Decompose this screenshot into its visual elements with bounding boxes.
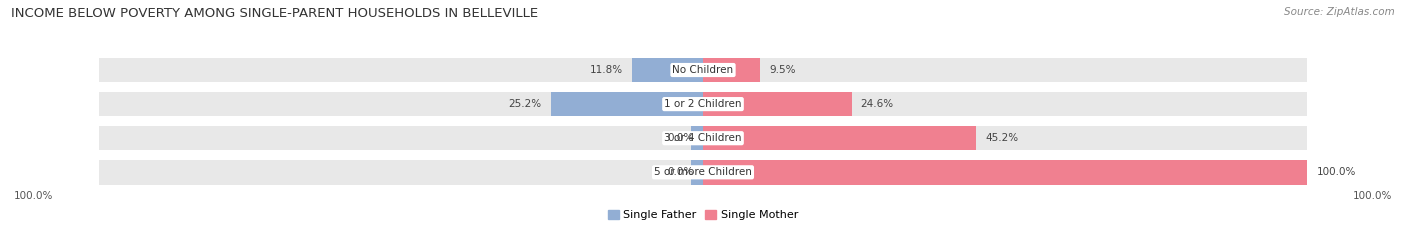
Text: 100.0%: 100.0% xyxy=(14,191,53,201)
Bar xyxy=(690,126,703,151)
Bar xyxy=(98,160,703,185)
Text: 11.8%: 11.8% xyxy=(589,65,623,75)
Bar xyxy=(551,92,703,116)
Text: Source: ZipAtlas.com: Source: ZipAtlas.com xyxy=(1284,7,1395,17)
Text: 0.0%: 0.0% xyxy=(668,133,695,143)
Bar xyxy=(703,58,761,82)
Text: 3 or 4 Children: 3 or 4 Children xyxy=(664,133,742,143)
Text: 45.2%: 45.2% xyxy=(986,133,1018,143)
Legend: Single Father, Single Mother: Single Father, Single Mother xyxy=(603,206,803,225)
Bar xyxy=(98,92,703,116)
Text: 24.6%: 24.6% xyxy=(860,99,894,109)
Text: 100.0%: 100.0% xyxy=(1316,167,1355,177)
Text: No Children: No Children xyxy=(672,65,734,75)
Text: 100.0%: 100.0% xyxy=(1353,191,1392,201)
Bar xyxy=(703,92,852,116)
Bar xyxy=(703,160,1308,185)
Text: 25.2%: 25.2% xyxy=(509,99,541,109)
Bar xyxy=(703,58,1308,82)
Text: 9.5%: 9.5% xyxy=(769,65,796,75)
Bar xyxy=(703,160,1308,185)
Bar xyxy=(703,126,1308,151)
Bar xyxy=(98,126,703,151)
Text: 0.0%: 0.0% xyxy=(668,167,695,177)
Bar xyxy=(703,92,1308,116)
Text: 1 or 2 Children: 1 or 2 Children xyxy=(664,99,742,109)
Text: 5 or more Children: 5 or more Children xyxy=(654,167,752,177)
Text: INCOME BELOW POVERTY AMONG SINGLE-PARENT HOUSEHOLDS IN BELLEVILLE: INCOME BELOW POVERTY AMONG SINGLE-PARENT… xyxy=(11,7,538,20)
Bar xyxy=(631,58,703,82)
Bar xyxy=(98,58,703,82)
Bar xyxy=(703,126,976,151)
Bar xyxy=(690,160,703,185)
